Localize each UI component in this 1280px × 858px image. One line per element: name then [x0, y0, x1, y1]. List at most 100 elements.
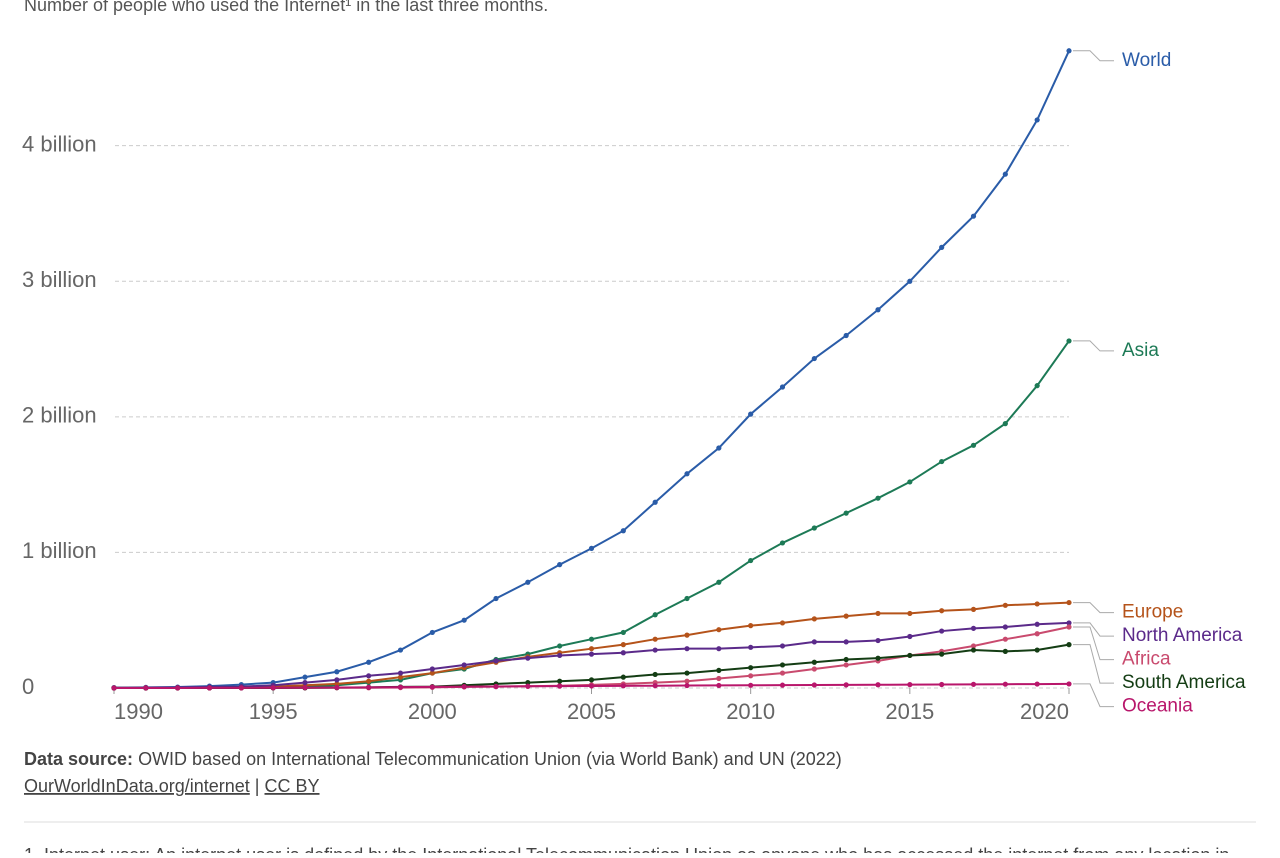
legend-label: Africa	[1122, 649, 1171, 670]
link[interactable]: OurWorldInData.org/internet	[24, 776, 250, 796]
y-tick-label: 4 billion	[22, 131, 97, 156]
point	[1002, 602, 1008, 608]
y-tick-label: 1 billion	[22, 538, 97, 563]
point	[748, 644, 754, 650]
source-text: OWID based on International Telecommunic…	[138, 749, 842, 769]
point	[939, 651, 945, 657]
point	[493, 595, 499, 602]
point	[557, 562, 563, 568]
point	[811, 666, 817, 672]
point	[1002, 648, 1008, 654]
point	[1002, 421, 1008, 427]
label-connector	[1073, 622, 1114, 637]
point	[748, 682, 754, 688]
series-line	[113, 50, 1070, 689]
point	[620, 650, 626, 656]
point	[1034, 631, 1040, 637]
point	[716, 667, 722, 673]
point	[1002, 624, 1008, 630]
point	[875, 307, 881, 313]
point	[1066, 338, 1072, 344]
point	[970, 681, 977, 687]
point	[652, 612, 658, 618]
point	[684, 595, 690, 602]
point	[557, 652, 563, 659]
link-separator: |	[255, 776, 260, 796]
point	[588, 545, 595, 551]
point	[843, 510, 849, 516]
point	[652, 683, 658, 689]
y-tick-label: 3 billion	[22, 267, 97, 292]
point	[525, 679, 531, 686]
point	[939, 244, 945, 250]
source: Data source: OWID based on International…	[24, 749, 842, 769]
point	[111, 685, 117, 691]
point	[493, 658, 499, 664]
point	[525, 655, 531, 661]
point	[1002, 636, 1008, 642]
point	[1034, 383, 1040, 389]
point	[366, 678, 372, 684]
point	[238, 685, 244, 691]
point	[939, 681, 945, 688]
point	[811, 659, 817, 665]
point	[748, 665, 754, 671]
point	[525, 579, 531, 585]
label-connector	[1073, 602, 1114, 614]
point	[206, 685, 213, 691]
point	[429, 629, 435, 636]
legend-label: North America	[1122, 625, 1243, 646]
point	[652, 671, 658, 678]
legend-label: Asia	[1122, 340, 1159, 361]
point	[1034, 681, 1040, 687]
point	[907, 278, 913, 284]
point	[843, 613, 849, 619]
point	[1066, 599, 1072, 606]
point	[684, 632, 690, 638]
point	[907, 682, 913, 688]
point	[716, 579, 722, 585]
point	[907, 633, 913, 640]
point	[875, 682, 881, 688]
source-label: Data source:	[24, 749, 133, 769]
point	[684, 646, 690, 652]
point	[588, 683, 595, 689]
point	[588, 646, 595, 652]
point	[397, 670, 404, 676]
y-tick-label: 0	[22, 674, 34, 699]
point	[811, 616, 817, 622]
point	[334, 677, 340, 683]
series-line	[113, 601, 1070, 689]
point	[557, 678, 563, 684]
point	[811, 525, 817, 531]
point	[748, 673, 754, 679]
point	[588, 677, 595, 683]
point	[875, 610, 881, 617]
point	[1002, 681, 1008, 687]
point	[843, 332, 849, 339]
point	[716, 682, 722, 689]
point	[779, 540, 786, 546]
x-tick-label: 1990	[114, 699, 163, 724]
point	[334, 684, 340, 691]
label-connector	[1073, 626, 1114, 661]
point	[716, 646, 722, 652]
label-connector	[1073, 50, 1114, 62]
point	[366, 673, 372, 679]
point	[748, 557, 754, 564]
point	[588, 651, 595, 657]
x-tick-label: 2015	[885, 699, 934, 724]
point	[779, 643, 786, 649]
point	[779, 670, 786, 676]
label-connector	[1073, 683, 1114, 708]
legend-label: Oceania	[1122, 696, 1193, 717]
point	[366, 659, 372, 665]
x-tick-label: 1995	[249, 699, 298, 724]
footnote: 1. Internet user: An internet user is de…	[24, 845, 1229, 853]
point	[493, 683, 499, 690]
point	[684, 682, 690, 689]
link[interactable]: CC BY	[265, 776, 320, 796]
point	[970, 442, 977, 448]
x-tick-label: 2005	[567, 699, 616, 724]
